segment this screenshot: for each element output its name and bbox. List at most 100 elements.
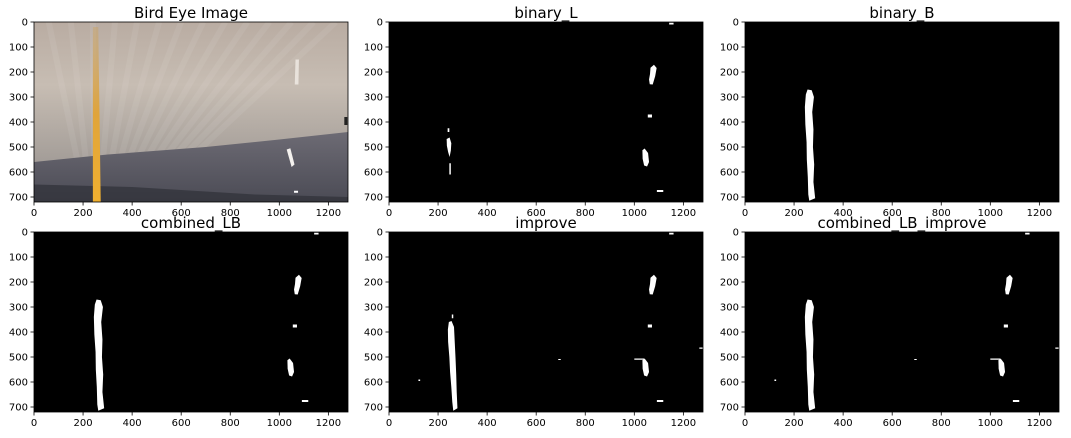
- lane-pixels: [669, 22, 674, 25]
- lane-pixels: [449, 163, 451, 175]
- x-tick-label: 1200: [671, 418, 696, 429]
- yellow-lane-line: [92, 27, 101, 202]
- y-tick-label: 200: [364, 278, 383, 289]
- x-tick-label: 1200: [1027, 418, 1052, 429]
- image-area: [34, 22, 348, 202]
- y-tick-label: 0: [733, 18, 739, 29]
- y-tick-label: 200: [720, 68, 739, 79]
- x-tick-label: 600: [172, 208, 191, 219]
- x-tick-label: 200: [785, 418, 804, 429]
- y-tick-label: 600: [9, 378, 28, 389]
- axes-frame: [388, 21, 704, 203]
- x-tick-label: 1200: [316, 208, 341, 219]
- x-tick-label: 1000: [978, 208, 1003, 219]
- subplot-title: binary_L: [514, 4, 578, 23]
- lane-pixels: [642, 148, 650, 167]
- y-tick-label: 500: [720, 353, 739, 364]
- lane-pixels: [301, 400, 309, 402]
- subplot-5: 0 200 400 600 800 1000 1200 0 100 200 300 400 500 600…: [364, 214, 704, 429]
- y-tick-label: 600: [720, 378, 739, 389]
- x-tick-label: 400: [478, 208, 497, 219]
- lane-pixels: [447, 128, 450, 132]
- x-tick-label: 600: [527, 208, 546, 219]
- axes-frame: [744, 231, 1060, 413]
- lane-pixels: [93, 299, 105, 411]
- x-tick-label: 0: [742, 418, 748, 429]
- subplot-2: 0 200 400 600 800 1000 1200 0 100 200 300 400 500 600…: [364, 4, 704, 219]
- binary-background: [745, 22, 1059, 202]
- x-tick-label: 1000: [622, 418, 647, 429]
- image-area: [389, 22, 703, 202]
- x-tick-label: 800: [221, 208, 240, 219]
- lane-pixels: [1005, 274, 1013, 295]
- image-area: [389, 232, 703, 412]
- y-tick-label: 700: [9, 403, 28, 414]
- y-tick-label: 0: [733, 228, 739, 239]
- lane-pixels: [446, 137, 452, 157]
- x-tick-label: 0: [742, 208, 748, 219]
- white-lane-dash: [294, 190, 299, 193]
- lane-pixels: [649, 274, 657, 295]
- subplot-6: 0 200 400 600 800 1000 1200 0 100 200 300 400 500 600…: [720, 214, 1060, 429]
- lane-pixels: [451, 314, 454, 319]
- y-tick-label: 200: [9, 278, 28, 289]
- lane-pixels: [656, 190, 664, 192]
- x-tick-label: 200: [429, 418, 448, 429]
- asphalt-shadow: [34, 132, 348, 202]
- y-tick-label: 600: [720, 168, 739, 179]
- binary-background: [389, 22, 703, 202]
- y-tick-label: 100: [364, 253, 383, 264]
- subplot-title: Bird Eye Image: [134, 4, 248, 22]
- y-tick-label: 500: [364, 143, 383, 154]
- x-tick-label: 200: [74, 418, 93, 429]
- lane-pixels: [1003, 324, 1008, 328]
- y-tick-label: 400: [9, 328, 28, 339]
- y-tick-label: 400: [364, 118, 383, 129]
- y-tick-label: 700: [9, 193, 28, 204]
- x-tick-label: 0: [386, 208, 392, 219]
- y-tick-label: 300: [9, 303, 28, 314]
- x-tick-label: 1000: [622, 208, 647, 219]
- lane-pixels: [447, 321, 458, 411]
- y-tick-label: 400: [720, 118, 739, 129]
- x-tick-label: 0: [386, 418, 392, 429]
- y-tick-label: 600: [364, 378, 383, 389]
- y-tick-label: 200: [720, 278, 739, 289]
- x-tick-label: 400: [123, 418, 142, 429]
- image-area: [745, 232, 1059, 412]
- white-lane-dash: [294, 59, 299, 85]
- x-tick-label: 800: [932, 208, 951, 219]
- image-area: [34, 232, 348, 412]
- lane-pixels: [634, 358, 645, 360]
- lane-pixels: [656, 400, 664, 402]
- binary-background: [745, 232, 1059, 412]
- x-tick-label: 1000: [267, 418, 292, 429]
- lane-pixels: [649, 64, 657, 85]
- x-tick-label: 1000: [978, 418, 1003, 429]
- y-tick-label: 300: [9, 93, 28, 104]
- y-tick-label: 700: [364, 193, 383, 204]
- lane-pixels: [774, 379, 777, 381]
- lane-pixels: [642, 358, 650, 377]
- y-tick-label: 700: [720, 403, 739, 414]
- y-tick-label: 100: [364, 43, 383, 54]
- subplot-3: 0 200 400 600 800 1000 1200 0 100 200 300 400 500 600…: [720, 4, 1060, 219]
- subplot-title: combined_LB: [141, 214, 241, 233]
- lane-pixels: [294, 274, 302, 295]
- lane-pixels: [990, 358, 1001, 360]
- x-tick-label: 1200: [316, 418, 341, 429]
- subplot-title: combined_LB_improve: [817, 214, 986, 233]
- y-tick-label: 0: [377, 228, 383, 239]
- x-tick-label: 200: [429, 208, 448, 219]
- lane-pixels: [699, 347, 703, 349]
- y-tick-label: 100: [9, 253, 28, 264]
- x-tick-label: 800: [576, 418, 595, 429]
- image-area: [745, 22, 1059, 202]
- y-tick-label: 500: [720, 143, 739, 154]
- y-tick-label: 0: [22, 228, 28, 239]
- x-tick-label: 600: [883, 208, 902, 219]
- x-tick-label: 0: [31, 418, 37, 429]
- lane-pixels: [669, 232, 674, 235]
- y-tick-label: 200: [364, 68, 383, 79]
